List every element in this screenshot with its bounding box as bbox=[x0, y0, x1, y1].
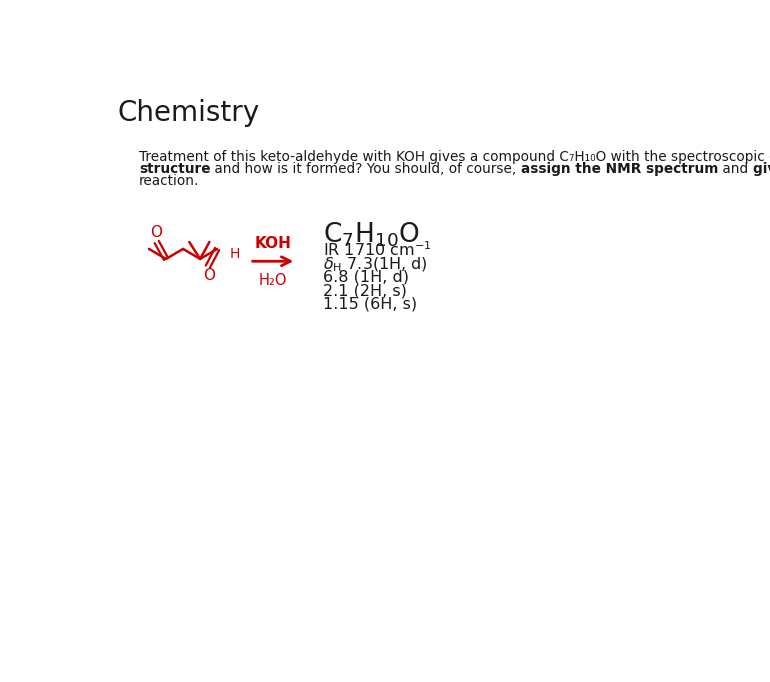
Text: O: O bbox=[203, 268, 215, 283]
Text: H: H bbox=[229, 247, 240, 261]
Text: 2.1 (2H, s): 2.1 (2H, s) bbox=[323, 283, 407, 298]
Text: and how is it formed? You should, of course,: and how is it formed? You should, of cou… bbox=[210, 162, 521, 176]
Text: O: O bbox=[150, 226, 162, 241]
Text: $\delta_\mathrm{H}$ 7.3(1H, d): $\delta_\mathrm{H}$ 7.3(1H, d) bbox=[323, 255, 427, 273]
Text: give a mechanism: give a mechanism bbox=[753, 162, 770, 176]
Text: and: and bbox=[718, 162, 753, 176]
Text: H₂O: H₂O bbox=[259, 273, 287, 288]
Text: Treatment of this keto-aldehyde with KOH gives a compound C₇H₁₀O with the spectr: Treatment of this keto-aldehyde with KOH… bbox=[139, 149, 770, 164]
Text: IR 1710 cm$^{-1}$: IR 1710 cm$^{-1}$ bbox=[323, 240, 431, 259]
Text: 6.8 (1H, d): 6.8 (1H, d) bbox=[323, 270, 409, 285]
Text: 1.15 (6H, s): 1.15 (6H, s) bbox=[323, 296, 417, 311]
Text: structure: structure bbox=[139, 162, 210, 176]
Text: assign the NMR spectrum: assign the NMR spectrum bbox=[521, 162, 718, 176]
Text: $\mathdefault{C_7H_{10}O}$: $\mathdefault{C_7H_{10}O}$ bbox=[323, 220, 420, 248]
Text: KOH: KOH bbox=[255, 236, 291, 251]
Text: reaction.: reaction. bbox=[139, 174, 199, 188]
Text: Chemistry: Chemistry bbox=[118, 99, 260, 127]
